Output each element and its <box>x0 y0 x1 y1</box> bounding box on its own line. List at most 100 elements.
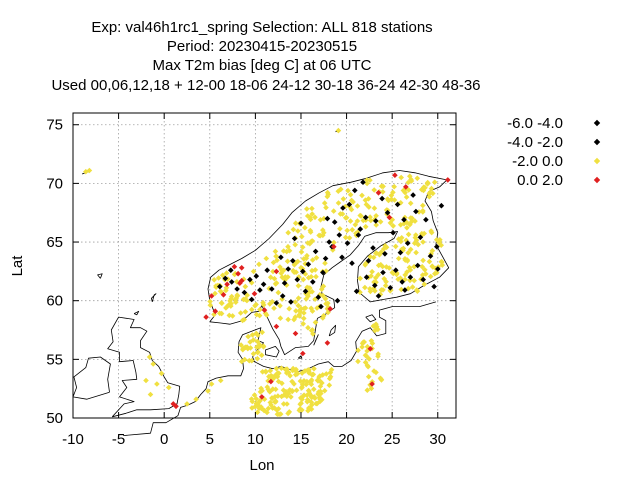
point-bias-minus2-0 <box>253 400 260 407</box>
point-bias-minus2-0 <box>279 380 285 387</box>
point-bias-minus2-0 <box>347 191 354 198</box>
point-bias-minus2-0 <box>284 401 290 407</box>
point-bias-minus4-minus2 <box>427 253 434 259</box>
y-tick-label: 70 <box>46 175 63 192</box>
point-bias-minus2-0 <box>413 249 419 256</box>
point-bias-minus2-0 <box>420 202 426 209</box>
point-bias-minus2-0 <box>229 313 236 319</box>
point-bias-minus2-0 <box>308 238 315 245</box>
point-bias-minus2-0 <box>414 288 421 294</box>
point-bias-minus2-0 <box>367 286 373 292</box>
chart-title: Exp: val46h1rc1_spring Selection: ALL 81… <box>51 19 480 94</box>
point-bias-minus2-0 <box>393 271 400 278</box>
point-bias-0-2 <box>273 268 280 275</box>
point-bias-minus2-0 <box>291 269 297 275</box>
point-bias-minus2-0 <box>310 371 317 378</box>
point-bias-minus2-0 <box>265 378 271 384</box>
point-bias-minus2-0 <box>314 400 320 407</box>
point-bias-minus2-0 <box>383 264 390 270</box>
point-bias-minus2-0 <box>299 244 306 250</box>
point-bias-minus2-0 <box>300 321 306 327</box>
point-bias-minus2-0 <box>228 296 234 302</box>
point-bias-minus2-0 <box>369 340 376 347</box>
point-bias-minus2-0 <box>373 275 379 281</box>
point-bias-minus2-0 <box>277 315 284 321</box>
point-bias-minus2-0 <box>321 200 328 206</box>
point-bias-minus2-0 <box>390 223 396 229</box>
point-bias-minus4-minus2 <box>248 296 255 303</box>
y-tick-label: 60 <box>46 293 63 310</box>
point-bias-minus2-0 <box>305 387 312 394</box>
point-bias-minus2-0 <box>355 347 361 354</box>
point-bias-minus2-0 <box>390 189 396 196</box>
point-bias-minus2-0 <box>285 243 291 250</box>
point-bias-minus2-0 <box>301 315 307 322</box>
point-bias-minus4-minus2 <box>228 279 235 285</box>
point-bias-minus2-0 <box>253 301 259 308</box>
point-bias-0-2 <box>231 263 238 270</box>
point-bias-minus2-0 <box>309 288 315 295</box>
point-bias-minus2-0 <box>397 200 404 206</box>
point-bias-minus2-0 <box>415 241 421 248</box>
point-bias-minus2-0 <box>327 374 334 380</box>
point-bias-minus2-0 <box>217 377 224 384</box>
point-bias-minus2-0 <box>389 269 396 276</box>
point-bias-minus2-0 <box>280 267 287 274</box>
point-bias-minus4-minus2 <box>434 243 440 250</box>
point-bias-minus2-0 <box>373 222 379 228</box>
point-bias-minus2-0 <box>362 262 368 268</box>
legend: -6.0 -4.0 -4.0 -2.0 -2.0 0.0 0.0 2.0 <box>507 115 601 189</box>
point-bias-minus2-0 <box>308 274 314 280</box>
point-bias-minus2-0 <box>212 290 218 297</box>
tick-labels: -10 -5 0 5 10 15 20 25 30 50 55 60 65 70 75 <box>46 117 446 448</box>
point-bias-minus2-0 <box>380 189 386 195</box>
point-bias-minus2-0 <box>388 196 395 203</box>
point-bias-minus2-0 <box>301 392 307 398</box>
point-bias-minus2-0 <box>301 378 307 384</box>
point-bias-minus4-minus2 <box>334 297 341 304</box>
point-bias-minus2-0 <box>355 358 361 365</box>
y-axis-label: Lat <box>9 255 26 277</box>
point-bias-minus2-0 <box>249 398 256 405</box>
point-bias-minus4-minus2 <box>331 219 338 225</box>
legend-label-3: 0.0 2.0 <box>517 172 563 189</box>
point-bias-minus2-0 <box>272 386 279 393</box>
point-bias-minus2-0 <box>321 387 328 394</box>
point-bias-minus4-minus2 <box>384 209 391 216</box>
point-bias-minus2-0 <box>254 344 260 350</box>
point-bias-minus2-0 <box>240 346 246 353</box>
coastline <box>97 273 103 279</box>
point-bias-minus4-minus2 <box>217 283 223 290</box>
point-bias-minus4-minus2 <box>402 287 408 293</box>
point-bias-minus2-0 <box>433 237 440 243</box>
point-bias-minus4-minus2 <box>346 201 353 208</box>
point-bias-minus2-0 <box>302 305 309 311</box>
coastline <box>107 316 181 418</box>
point-bias-minus2-0 <box>422 184 428 191</box>
point-bias-minus2-0 <box>258 352 265 358</box>
point-bias-minus2-0 <box>367 177 373 183</box>
point-bias-0-2 <box>403 184 409 190</box>
point-bias-minus2-0 <box>305 293 311 299</box>
title-line-3: Max T2m bias [deg C] at 06 UTC <box>153 57 372 74</box>
point-bias-minus2-0 <box>292 299 299 305</box>
point-bias-minus2-0 <box>297 309 304 315</box>
point-bias-minus2-0 <box>359 192 365 199</box>
point-bias-minus2-0 <box>319 380 325 386</box>
point-bias-minus2-0 <box>271 305 277 311</box>
point-bias-minus2-0 <box>373 213 379 219</box>
point-bias-minus4-minus2 <box>365 258 372 264</box>
point-bias-0-2 <box>220 292 227 298</box>
point-bias-minus2-0 <box>413 237 420 243</box>
point-bias-0-2 <box>238 277 245 284</box>
point-bias-minus2-0 <box>285 229 291 236</box>
point-bias-minus2-0 <box>259 329 265 336</box>
y-tick-label: 75 <box>46 117 63 134</box>
point-bias-minus2-0 <box>298 249 305 255</box>
point-bias-minus2-0 <box>253 396 259 402</box>
point-bias-minus2-0 <box>423 271 429 277</box>
point-bias-minus2-0 <box>262 368 269 375</box>
point-bias-minus2-0 <box>368 217 374 224</box>
point-bias-0-2 <box>292 330 299 337</box>
point-bias-0-2 <box>300 350 306 357</box>
